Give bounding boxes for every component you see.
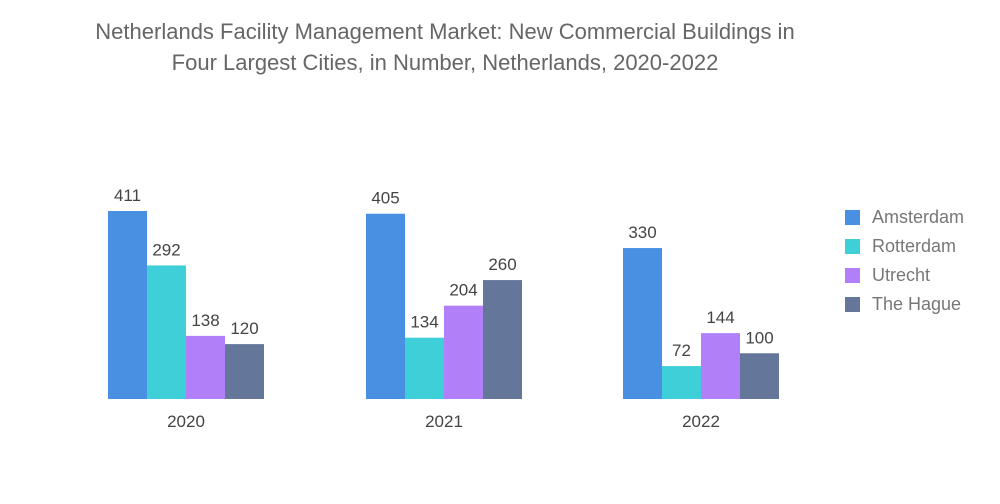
bar-the-hague-2020 xyxy=(225,344,264,399)
data-label-amsterdam-2020: 411 xyxy=(114,186,141,205)
bar-chart: 411 292 138 120 2020 405 134 204 260 2021 330 72 144… xyxy=(108,186,779,431)
legend-swatch-the-hague xyxy=(845,297,860,312)
legend-label-amsterdam: Amsterdam xyxy=(872,207,965,227)
data-label-amsterdam-2022: 330 xyxy=(628,223,656,242)
data-label-utrecht-2022: 144 xyxy=(706,308,734,327)
bar-utrecht-2022 xyxy=(701,333,740,399)
chart-title: Netherlands Facility Management Market: … xyxy=(40,16,850,78)
legend-swatch-utrecht xyxy=(845,268,860,283)
data-label-utrecht-2020: 138 xyxy=(191,311,219,330)
bar-utrecht-2020 xyxy=(186,335,225,399)
bar-utrecht-2021 xyxy=(444,305,483,399)
data-label-the-hague-2020: 120 xyxy=(230,319,258,338)
legend-item-the-hague: The Hague xyxy=(845,290,964,319)
bar-amsterdam-2022 xyxy=(623,248,662,399)
x-tick-label-2022: 2022 xyxy=(682,412,720,431)
bar-rotterdam-2021 xyxy=(405,337,444,399)
bar-rotterdam-2020 xyxy=(147,265,186,399)
data-label-the-hague-2021: 260 xyxy=(488,255,516,274)
legend-item-amsterdam: Amsterdam xyxy=(845,203,964,232)
legend-label-rotterdam: Rotterdam xyxy=(872,236,957,256)
data-label-amsterdam-2021: 405 xyxy=(371,189,399,208)
legend-item-rotterdam: Rotterdam xyxy=(845,232,964,261)
data-label-rotterdam-2021: 134 xyxy=(410,313,438,332)
legend-swatch-amsterdam xyxy=(845,210,860,225)
bar-amsterdam-2021 xyxy=(366,213,405,399)
bar-the-hague-2021 xyxy=(483,280,522,399)
data-label-rotterdam-2020: 292 xyxy=(152,240,180,259)
chart-legend: Amsterdam Rotterdam Utrecht The Hague xyxy=(845,203,964,319)
chart-title-line-2: Four Largest Cities, in Number, Netherla… xyxy=(171,50,719,75)
bar-rotterdam-2022 xyxy=(662,366,701,399)
chart-title-line-1: Netherlands Facility Management Market: … xyxy=(95,19,795,44)
x-tick-label-2020: 2020 xyxy=(167,412,205,431)
bar-the-hague-2022 xyxy=(740,353,779,399)
data-label-utrecht-2021: 204 xyxy=(449,281,477,300)
legend-label-the-hague: The Hague xyxy=(872,294,962,314)
legend-item-utrecht: Utrecht xyxy=(845,261,964,290)
legend-swatch-rotterdam xyxy=(845,239,860,254)
data-label-rotterdam-2022: 72 xyxy=(672,341,691,360)
data-label-the-hague-2022: 100 xyxy=(745,328,773,347)
legend-label-utrecht: Utrecht xyxy=(872,265,931,285)
x-tick-label-2021: 2021 xyxy=(425,412,463,431)
bar-amsterdam-2020 xyxy=(108,211,147,399)
